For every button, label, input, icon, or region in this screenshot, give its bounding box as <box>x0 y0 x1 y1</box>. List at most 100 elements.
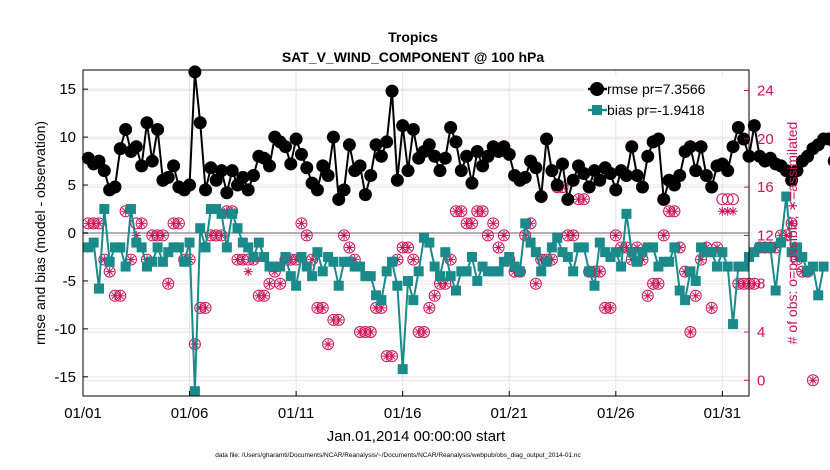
obs-possible-point <box>306 253 319 266</box>
rmse-point <box>406 122 420 136</box>
bias-point <box>237 237 248 248</box>
bias-point <box>775 237 786 248</box>
bias-point <box>195 223 206 234</box>
bias-point <box>786 247 797 258</box>
bias-point <box>712 261 723 272</box>
bias-point <box>626 247 637 258</box>
bias-point <box>770 285 781 296</box>
obs-possible-point <box>481 229 494 242</box>
obs-assimilated-point <box>344 242 354 252</box>
y-tick-label: -5 <box>63 273 76 290</box>
y-tick-label: 5 <box>68 177 76 194</box>
obs-assimilated-point <box>483 230 493 240</box>
rmse-point <box>566 173 580 187</box>
bias-point <box>664 256 675 267</box>
rmse-point <box>705 180 719 194</box>
bias-point <box>317 266 328 277</box>
bias-point <box>296 251 307 262</box>
bias-point <box>365 271 376 282</box>
rmse-series <box>81 65 830 206</box>
bias-point <box>690 275 701 286</box>
bias-point <box>637 247 648 258</box>
obs-assimilated-point <box>264 279 274 289</box>
bias-point <box>333 280 344 291</box>
rmse-point <box>358 188 372 202</box>
rmse-point <box>454 164 468 178</box>
bias-point <box>482 266 493 277</box>
rmse-point <box>667 178 681 192</box>
obs-possible-point <box>492 241 505 254</box>
bias-point <box>211 204 222 215</box>
rmse-point <box>779 164 793 178</box>
rmse-point <box>603 167 617 181</box>
obs-possible-point <box>300 229 313 242</box>
bias-point <box>403 275 414 286</box>
bias-point <box>381 266 392 277</box>
legend-bias-marker <box>592 105 602 115</box>
chart-title: Tropics <box>388 29 438 45</box>
obs-assimilated-point <box>488 218 498 228</box>
bias-point <box>738 261 749 272</box>
x-tick-label: 01/06 <box>171 405 209 422</box>
rmse-point <box>289 132 303 146</box>
obs-possible-point <box>641 289 654 302</box>
bias-point <box>594 237 605 248</box>
rmse-point <box>822 132 830 146</box>
rmse-point <box>721 164 735 178</box>
bias-point <box>717 247 728 258</box>
obs-possible-point <box>428 289 441 302</box>
bias-point <box>807 261 818 272</box>
obs-possible-point <box>295 217 308 230</box>
bias-point <box>179 256 190 267</box>
rmse-point <box>444 121 458 135</box>
y2-tick-label: 24 <box>757 83 774 100</box>
rmse-point <box>694 140 708 154</box>
rmse-point <box>183 178 197 192</box>
bias-point <box>104 256 115 267</box>
obs-possible-point <box>806 374 819 387</box>
rmse-point <box>119 122 133 136</box>
bias-point <box>280 251 291 262</box>
bias-point <box>552 232 563 243</box>
y2-tick-label: 8 <box>757 276 765 293</box>
bias-point <box>759 242 770 253</box>
bias-point <box>530 247 541 258</box>
x-axis-ticks: 01/01 01/06 01/11 01/16 01/21 01/26 01/31 <box>64 391 741 422</box>
bias-point <box>200 242 211 253</box>
bias-point <box>498 256 509 267</box>
obs-assimilated-point <box>302 230 312 240</box>
rmse-point <box>92 154 106 168</box>
bias-point <box>109 242 120 253</box>
rmse-point <box>630 168 644 182</box>
bias-point <box>349 261 360 272</box>
bias-point <box>450 285 461 296</box>
bias-point <box>642 242 653 253</box>
rmse-point <box>534 190 548 204</box>
bias-point <box>408 295 419 306</box>
rmse-point <box>422 138 436 152</box>
y2-tick-label: 16 <box>757 179 774 196</box>
rmse-point <box>476 159 490 173</box>
obs-assimilated-point <box>323 339 333 349</box>
bias-point <box>520 218 531 229</box>
bias-point <box>189 386 200 397</box>
obs-assimilated-point <box>238 255 248 265</box>
y-tick-label: -15 <box>54 369 76 386</box>
rmse-point <box>540 132 554 146</box>
rmse-point <box>550 178 564 192</box>
bias-point <box>312 247 323 258</box>
obs-assimilated-point <box>115 291 125 301</box>
bias-point <box>275 261 286 272</box>
obs-assimilated-point <box>499 230 509 240</box>
obs-possible-point <box>343 241 356 254</box>
rmse-point <box>396 119 410 133</box>
rmse-point <box>438 151 452 165</box>
rmse-point <box>145 154 159 168</box>
rmse-point <box>502 147 516 161</box>
rmse-point <box>460 149 474 163</box>
rmse-point <box>737 132 751 146</box>
bias-point <box>477 261 488 272</box>
bias-point <box>813 290 824 301</box>
rmse-point <box>300 161 314 175</box>
